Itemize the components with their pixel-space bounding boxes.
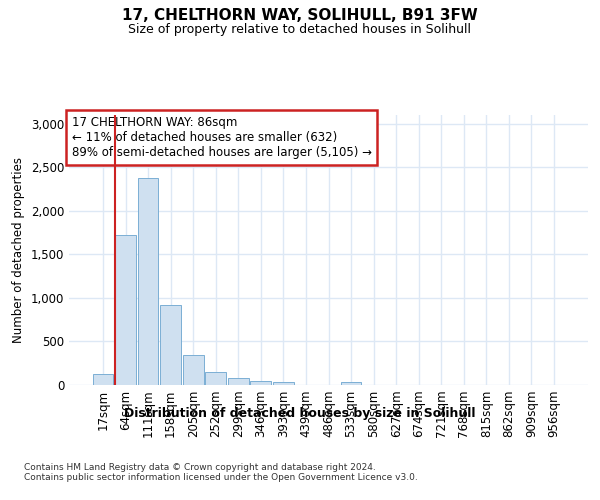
Bar [250, 380, 271, 385]
Text: Size of property relative to detached houses in Solihull: Size of property relative to detached ho… [128, 22, 472, 36]
Bar [228, 378, 248, 385]
Text: Contains public sector information licensed under the Open Government Licence v3: Contains public sector information licen… [24, 474, 418, 482]
Bar [92, 374, 113, 385]
Bar [183, 354, 203, 385]
Bar [160, 305, 181, 385]
Bar [205, 372, 226, 385]
Text: 17 CHELTHORN WAY: 86sqm
← 11% of detached houses are smaller (632)
89% of semi-d: 17 CHELTHORN WAY: 86sqm ← 11% of detache… [71, 116, 371, 160]
Bar [341, 382, 361, 385]
Text: Contains HM Land Registry data © Crown copyright and database right 2024.: Contains HM Land Registry data © Crown c… [24, 462, 376, 471]
Bar [115, 235, 136, 385]
Text: 17, CHELTHORN WAY, SOLIHULL, B91 3FW: 17, CHELTHORN WAY, SOLIHULL, B91 3FW [122, 8, 478, 22]
Text: Distribution of detached houses by size in Solihull: Distribution of detached houses by size … [124, 408, 476, 420]
Bar [273, 382, 294, 385]
Y-axis label: Number of detached properties: Number of detached properties [12, 157, 25, 343]
Bar [137, 178, 158, 385]
